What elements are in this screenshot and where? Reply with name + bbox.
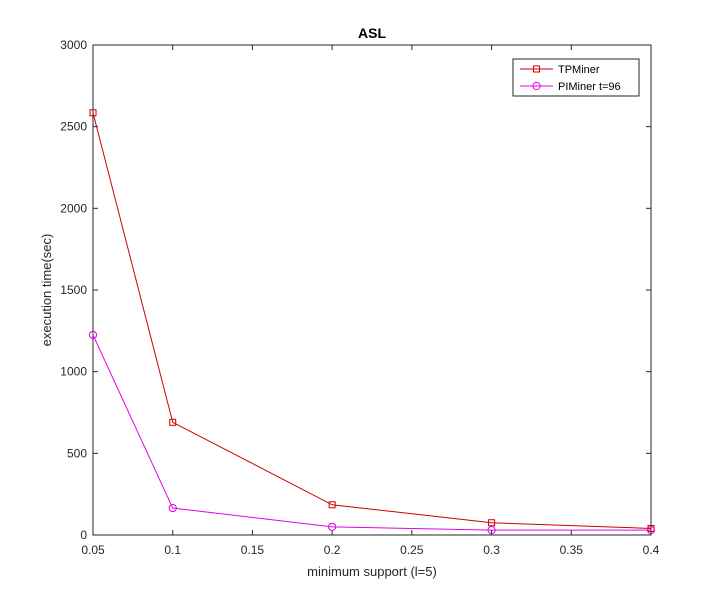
data-point-circle <box>646 526 656 535</box>
data-point-square <box>89 109 97 117</box>
legend: TPMiner PIMiner t=96 <box>512 58 640 97</box>
legend-box <box>512 58 640 97</box>
data-point-circle <box>328 522 337 531</box>
legend-label: TPMiner <box>558 64 600 76</box>
x-axis-label: minimum support (l=5) <box>307 564 437 579</box>
x-tick-label: 0.35 <box>560 543 584 557</box>
legend-label: PIMiner t=96 <box>558 81 621 93</box>
series-line <box>92 334 651 531</box>
x-tick-label: 0.1 <box>164 543 181 557</box>
series-piminer-t-96 <box>88 330 656 535</box>
y-tick-label: 2000 <box>60 201 87 215</box>
y-tick-label: 2500 <box>60 120 87 134</box>
legend-marker-circle <box>532 81 541 91</box>
data-point-square <box>488 519 496 527</box>
x-tick-label: 0.2 <box>324 543 341 557</box>
data-point-square <box>328 501 336 509</box>
x-tick-label: 0.25 <box>400 543 424 557</box>
x-tick-label: 0.05 <box>81 543 105 557</box>
data-point-circle <box>168 503 177 513</box>
legend-entry: TPMiner <box>520 64 600 76</box>
y-tick-label: 3000 <box>60 38 87 52</box>
axes <box>92 44 652 536</box>
ticks: 0.05 0.1 0.15 0.2 0.25 0.3 0.35 0.4 0 500 1000 1500… <box>60 38 659 557</box>
x-tick-label: 0.4 <box>643 543 660 557</box>
y-tick-label: 1000 <box>60 365 87 379</box>
plot-area <box>92 44 652 536</box>
y-tick-label: 0 <box>80 528 87 542</box>
data-point-square <box>169 418 177 426</box>
y-tick-label: 500 <box>67 446 87 460</box>
x-tick-label: 0.15 <box>241 543 265 557</box>
series-layer <box>88 109 656 535</box>
series-line <box>92 112 652 529</box>
y-axis-label: execution time(sec) <box>39 234 54 347</box>
legend-marker-square <box>533 65 540 73</box>
legend-entry: PIMiner t=96 <box>520 81 621 93</box>
data-point-circle <box>88 330 98 340</box>
y-tick-label: 1500 <box>60 283 87 297</box>
data-point-circle <box>487 526 496 535</box>
x-tick-label: 0.3 <box>483 543 500 557</box>
chart-title: ASL <box>358 25 386 41</box>
